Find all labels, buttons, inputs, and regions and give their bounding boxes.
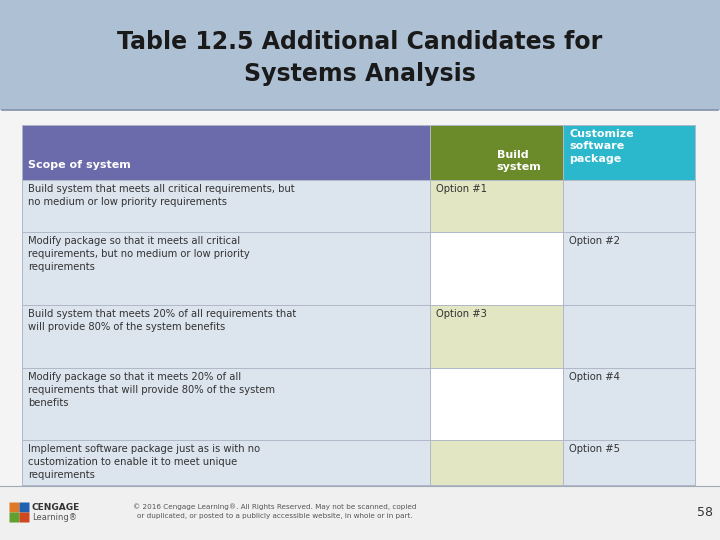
FancyBboxPatch shape xyxy=(19,512,30,523)
Text: 58: 58 xyxy=(697,507,713,519)
Bar xyxy=(563,440,695,485)
Bar xyxy=(22,368,430,440)
Text: Systems Analysis: Systems Analysis xyxy=(244,62,476,86)
Text: Build
system: Build system xyxy=(497,150,541,172)
Bar xyxy=(22,125,430,180)
Text: © 2016 Cengage Learning®. All Rights Reserved. May not be scanned, copied
or dup: © 2016 Cengage Learning®. All Rights Res… xyxy=(133,503,417,518)
Bar xyxy=(430,232,563,305)
Bar xyxy=(563,305,695,368)
Text: Implement software package just as is with no
customization to enable it to meet: Implement software package just as is wi… xyxy=(28,444,260,480)
Text: Option #5: Option #5 xyxy=(569,444,620,454)
Text: Build system that meets 20% of all requirements that
will provide 80% of the sys: Build system that meets 20% of all requi… xyxy=(28,309,296,332)
Bar xyxy=(563,180,695,232)
Text: Modify package so that it meets 20% of all
requirements that will provide 80% of: Modify package so that it meets 20% of a… xyxy=(28,372,275,408)
Text: CENGAGE: CENGAGE xyxy=(32,503,80,511)
Text: Option #1: Option #1 xyxy=(436,184,487,194)
Bar xyxy=(563,368,695,440)
Bar xyxy=(22,180,430,232)
Text: Option #2: Option #2 xyxy=(569,236,620,246)
Text: Option #3: Option #3 xyxy=(436,309,487,319)
Text: Modify package so that it meets all critical
requirements, but no medium or low : Modify package so that it meets all crit… xyxy=(28,236,250,272)
Bar xyxy=(563,125,695,180)
FancyBboxPatch shape xyxy=(9,503,19,512)
Bar xyxy=(0,0,720,110)
Text: Table 12.5 Additional Candidates for: Table 12.5 Additional Candidates for xyxy=(117,30,603,54)
Bar xyxy=(22,440,430,485)
Bar xyxy=(430,440,563,485)
Bar xyxy=(22,125,695,485)
Bar xyxy=(430,305,563,368)
Bar xyxy=(430,368,563,440)
Text: Scope of system: Scope of system xyxy=(28,160,131,170)
Bar xyxy=(0,486,720,540)
Text: Option #4: Option #4 xyxy=(569,372,620,382)
Text: Learning®: Learning® xyxy=(32,512,77,522)
Text: Build system that meets all critical requirements, but
no medium or low priority: Build system that meets all critical req… xyxy=(28,184,294,207)
FancyBboxPatch shape xyxy=(9,512,19,523)
Bar xyxy=(563,232,695,305)
Bar xyxy=(430,125,563,180)
Bar xyxy=(22,232,430,305)
FancyBboxPatch shape xyxy=(19,503,30,512)
Bar xyxy=(430,180,563,232)
Text: Customize
software
package: Customize software package xyxy=(569,129,634,164)
Bar xyxy=(22,305,430,368)
